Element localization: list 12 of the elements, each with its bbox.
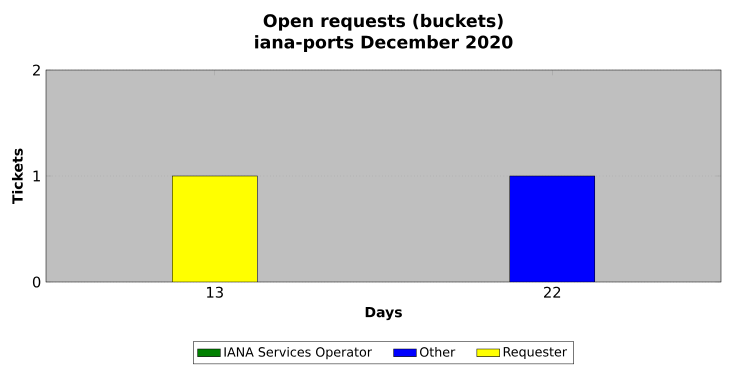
legend-label: IANA Services Operator <box>224 346 372 360</box>
x-axis-title: Days <box>366 306 402 320</box>
y-tick-label: 2 <box>33 64 40 76</box>
legend-label: Requester <box>504 347 568 360</box>
x-tick-label: 13 <box>207 286 223 298</box>
y-axis-title: Tickets <box>12 148 23 204</box>
y-tick-label: 0 <box>32 276 40 288</box>
chart-subtitle: iana-ports December 2020 <box>255 35 512 52</box>
legend-label: Other <box>420 346 456 357</box>
y-tick-label: 1 <box>34 170 40 182</box>
x-tick-label: 22 <box>544 286 560 298</box>
chart-title: Open requests (buckets) <box>264 14 503 31</box>
